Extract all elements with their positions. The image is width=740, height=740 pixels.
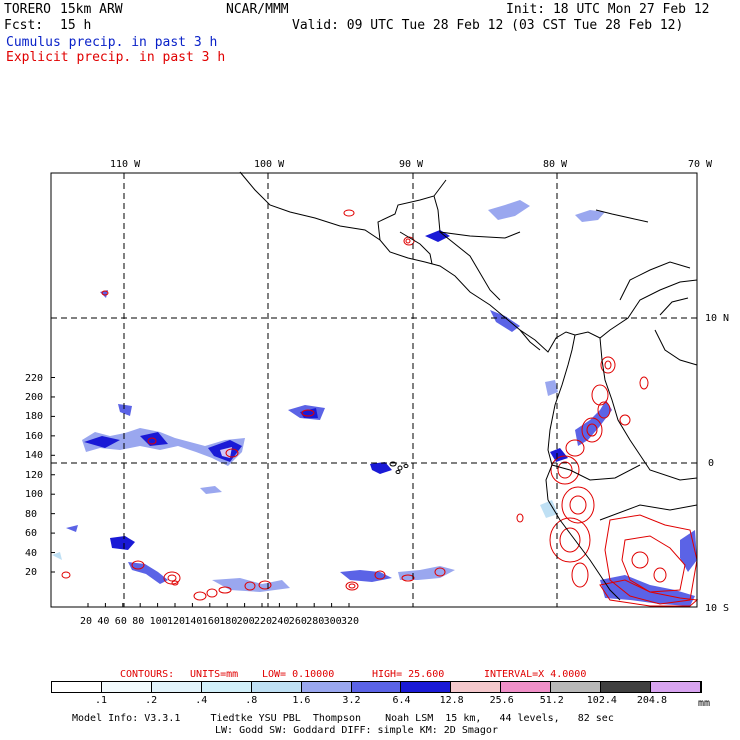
y-tick-label: 20 bbox=[25, 567, 38, 578]
color-bar-swatch bbox=[601, 682, 652, 692]
model-info-line2: LW: Godd SW: Goddard DIFF: simple KM: 2D… bbox=[215, 725, 498, 736]
model-info-line1: Model Info: V3.3.1 Tiedtke YSU PBL Thomp… bbox=[72, 713, 614, 724]
color-bar-label: 51.2 bbox=[539, 695, 564, 706]
color-bar-swatch bbox=[551, 682, 602, 692]
x-tick-label: 300 bbox=[323, 616, 342, 627]
x-tick-label: 60 bbox=[114, 616, 127, 627]
color-bar-label: .1 bbox=[95, 695, 108, 706]
x-tick-label: 40 bbox=[97, 616, 110, 627]
color-bar-label: 6.4 bbox=[392, 695, 411, 706]
y-tick-label: 40 bbox=[25, 547, 38, 559]
color-bar bbox=[51, 681, 702, 693]
x-tick-label: 120 bbox=[167, 616, 186, 627]
color-bar-label: 204.8 bbox=[636, 695, 667, 706]
contours-prefix: CONTOURS: bbox=[120, 669, 175, 680]
color-bar-swatch bbox=[501, 682, 552, 692]
y-tick-label: 180 bbox=[25, 411, 44, 423]
color-bar-label: .8 bbox=[245, 695, 258, 706]
lat-lon-grid bbox=[51, 173, 697, 607]
x-tick-label: 100 bbox=[149, 616, 168, 627]
y-tick-label: 200 bbox=[25, 391, 44, 403]
x-tick-label: 240 bbox=[271, 616, 290, 627]
color-bar-label: 25.6 bbox=[489, 695, 514, 706]
color-bar-swatch bbox=[101, 682, 152, 692]
x-tick-label: 20 bbox=[80, 616, 93, 627]
color-bar-label: 3.2 bbox=[342, 695, 361, 706]
y-tick-label: 120 bbox=[25, 469, 44, 481]
lat-label-10n: 10 N bbox=[705, 313, 730, 324]
lon-label-100w: 100 W bbox=[254, 159, 285, 170]
color-bar-swatch bbox=[52, 682, 102, 692]
axis-ticks bbox=[51, 377, 350, 607]
contours-low: LOW= 0.10000 bbox=[262, 669, 335, 680]
forecast-label: Fcst: bbox=[4, 18, 44, 33]
color-bar-swatch bbox=[201, 682, 252, 692]
contours-high: HIGH= 25.600 bbox=[372, 669, 445, 680]
color-bar-label: 12.8 bbox=[439, 695, 464, 706]
color-bar-swatch bbox=[451, 682, 502, 692]
valid-time: Valid: 09 UTC Tue 28 Feb 12 (03 CST Tue … bbox=[292, 18, 684, 33]
color-bar-swatch bbox=[401, 682, 452, 692]
color-bar-label: .2 bbox=[145, 695, 158, 706]
contours-interval: INTERVAL=X 4.0000 bbox=[484, 669, 587, 680]
color-bar-swatch bbox=[351, 682, 402, 692]
y-tick-label: 140 bbox=[25, 450, 44, 462]
color-bar-unit: mm bbox=[698, 698, 711, 709]
x-tick-label: 200 bbox=[236, 616, 255, 627]
explicit-precip-contours bbox=[61, 209, 699, 607]
x-tick-label: 140 bbox=[184, 616, 203, 627]
legend-explicit: Explicit precip. in past 3 h bbox=[6, 50, 226, 65]
lat-label-10s: 10 S bbox=[705, 603, 730, 614]
y-tick-label: 160 bbox=[25, 430, 44, 442]
color-bar-label: 1.6 bbox=[292, 695, 311, 706]
legend-cumulus: Cumulus precip. in past 3 h bbox=[6, 35, 218, 50]
lon-label-110w: 110 W bbox=[110, 159, 141, 170]
lon-label-70w: 70 W bbox=[688, 159, 713, 170]
color-bar-swatch bbox=[151, 682, 202, 692]
x-tick-label: 220 bbox=[254, 616, 273, 627]
model-resolution: 15km ARW bbox=[60, 2, 123, 17]
lon-label-90w: 90 W bbox=[399, 159, 424, 170]
x-tick-label: 180 bbox=[219, 616, 238, 627]
y-tick-label: 100 bbox=[25, 489, 44, 501]
x-tick-label: 260 bbox=[288, 616, 307, 627]
contours-units: UNITS=mm bbox=[190, 669, 239, 680]
color-bar-label: 102.4 bbox=[586, 695, 617, 706]
cumulus-precip-field bbox=[52, 200, 697, 606]
model-name: TORERO bbox=[4, 2, 51, 17]
y-tick-label: 80 bbox=[25, 508, 38, 520]
y-tick-label: 60 bbox=[25, 528, 38, 540]
color-bar-swatch bbox=[651, 682, 701, 692]
lat-label-0: 0 bbox=[708, 458, 715, 469]
coastlines bbox=[239, 171, 698, 601]
y-tick-label: 220 bbox=[25, 372, 44, 384]
color-bar-label: .4 bbox=[195, 695, 208, 706]
x-tick-label: 320 bbox=[341, 616, 360, 627]
map-frame bbox=[50, 172, 698, 608]
lon-label-80w: 80 W bbox=[543, 159, 568, 170]
color-bar-swatch bbox=[251, 682, 302, 692]
model-center: NCAR/MMM bbox=[226, 2, 289, 17]
color-bar-swatch bbox=[301, 682, 352, 692]
forecast-hour: 15 h bbox=[60, 18, 92, 33]
x-tick-label: 280 bbox=[306, 616, 325, 627]
x-tick-label: 160 bbox=[201, 616, 220, 627]
x-tick-label: 80 bbox=[132, 616, 145, 627]
galapagos-islands bbox=[389, 461, 409, 474]
init-time: Init: 18 UTC Mon 27 Feb 12 bbox=[506, 2, 710, 17]
